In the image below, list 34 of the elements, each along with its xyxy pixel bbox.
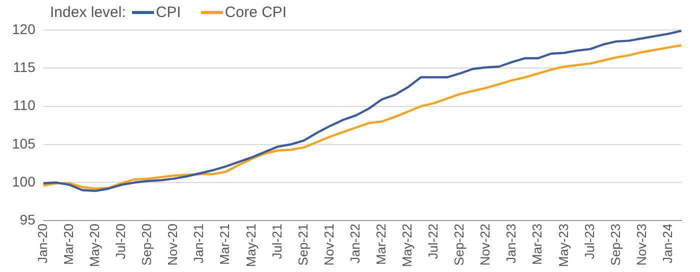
y-tick-label: 95 (20, 212, 36, 228)
legend-title: Index level: (50, 4, 126, 21)
x-tick-label: Sep-20 (139, 224, 154, 266)
y-tick-label: 110 (13, 97, 36, 114)
x-tick-label: Jan-21 (191, 224, 206, 264)
x-tick-label: Nov-20 (165, 224, 180, 266)
x-tick-label: Mar-23 (530, 224, 545, 265)
x-tick-label: Mar-22 (373, 224, 388, 265)
x-tick-label: Jan-24 (660, 224, 675, 264)
x-tick-label: Jan-23 (504, 224, 519, 264)
x-tick-label: Jan-22 (347, 224, 362, 264)
x-tick-label: Jul-23 (582, 224, 597, 260)
x-tick-label: May-21 (243, 224, 258, 268)
x-tick-label: May-20 (87, 224, 102, 268)
legend-label: CPI (156, 4, 181, 21)
y-tick-label: 105 (12, 135, 36, 152)
x-tick-label: Mar-20 (60, 224, 76, 265)
y-tick-label: 115 (13, 58, 36, 75)
y-tick-label: 100 (12, 173, 36, 190)
x-tick-label: Sep-23 (608, 224, 623, 266)
x-tick-label: Nov-22 (478, 224, 493, 266)
x-tick-label: Jul-21 (269, 224, 284, 260)
y-tick-label: 120 (12, 20, 36, 37)
x-tick-label: Sep-22 (452, 224, 467, 266)
x-tick-label: Jul-22 (426, 224, 441, 260)
x-tick-label: Nov-21 (321, 224, 336, 266)
x-tick-label: Jul-20 (113, 224, 128, 260)
x-tick-label: Sep-21 (295, 224, 310, 266)
x-tick-label: May-23 (556, 224, 571, 268)
x-tick-label: May-22 (400, 224, 415, 268)
x-tick-label: Jan-20 (34, 224, 50, 264)
x-tick-label: Mar-21 (217, 224, 232, 265)
legend-label: Core CPI (224, 4, 287, 21)
x-tick-label: Nov-23 (634, 224, 649, 266)
